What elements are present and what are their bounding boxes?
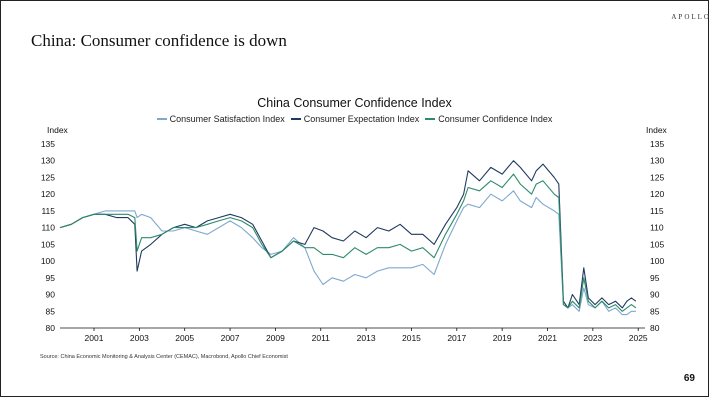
x-tick-label: 2009 <box>266 333 285 343</box>
legend-swatch <box>290 118 301 120</box>
y-tick-label-right: 90 <box>650 290 660 300</box>
series-line-2 <box>59 160 637 309</box>
y-tick-label-left: 125 <box>41 172 55 182</box>
brand-logo: APOLLO <box>671 13 711 21</box>
series-line-3 <box>59 173 637 312</box>
y-axis-left-label: Index <box>47 125 68 135</box>
x-tick-label: 2021 <box>538 333 557 343</box>
x-tick-label: 2007 <box>221 333 240 343</box>
x-tick-label: 2019 <box>493 333 512 343</box>
y-tick-label-right: 110 <box>650 223 664 233</box>
x-tick-label: 2023 <box>583 333 602 343</box>
y-tick-label-right: 120 <box>650 189 664 199</box>
legend-label: Consumer Confidence Index <box>438 114 553 124</box>
y-tick-label-left: 85 <box>46 306 56 316</box>
source-note: Source: China Economic Monitoring & Anal… <box>40 354 288 360</box>
x-tick-label: 2015 <box>402 333 421 343</box>
x-tick-label: 2005 <box>175 333 194 343</box>
y-tick-label-right: 100 <box>650 256 664 266</box>
slide-frame <box>0 0 709 397</box>
y-tick-label-left: 100 <box>41 256 55 266</box>
chart-title: China Consumer Confidence Index <box>257 96 452 110</box>
y-tick-label-left: 80 <box>46 323 56 333</box>
x-tick-label: 2001 <box>85 333 104 343</box>
y-tick-label-left: 105 <box>41 239 55 249</box>
y-tick-label-left: 90 <box>46 290 56 300</box>
legend-label: Consumer Satisfaction Index <box>169 114 285 124</box>
y-tick-label-right: 85 <box>650 306 660 316</box>
page-number: 69 <box>683 373 695 384</box>
y-tick-label-left: 130 <box>41 156 55 166</box>
y-tick-label-left: 120 <box>41 189 55 199</box>
legend-item-confidence: Consumer Confidence Index <box>425 114 552 124</box>
x-tick-label: 2011 <box>312 333 331 343</box>
y-tick-label-left: 115 <box>41 206 55 216</box>
slide-title: China: Consumer confidence is down <box>31 31 287 50</box>
legend-swatch <box>156 118 167 120</box>
y-tick-label-left: 95 <box>46 273 56 283</box>
x-tick-label: 2025 <box>629 333 648 343</box>
legend-item-satisfaction: Consumer Satisfaction Index <box>156 114 285 124</box>
x-tick-label: 2003 <box>130 333 149 343</box>
y-tick-label-left: 110 <box>41 223 55 233</box>
chart-legend: Consumer Satisfaction Index Consumer Exp… <box>0 114 709 124</box>
y-tick-label-right: 95 <box>650 273 660 283</box>
y-tick-label-right: 135 <box>650 139 664 149</box>
y-tick-label-right: 80 <box>650 323 660 333</box>
y-tick-label-right: 115 <box>650 206 664 216</box>
y-tick-label-right: 105 <box>650 239 664 249</box>
y-tick-label-left: 135 <box>41 139 55 149</box>
y-tick-label-right: 125 <box>650 172 664 182</box>
x-tick-label: 2017 <box>447 333 466 343</box>
y-axis-right-label: Index <box>646 125 667 135</box>
x-tick-label: 2013 <box>357 333 376 343</box>
series-line-1 <box>59 190 636 316</box>
legend-swatch <box>425 118 436 120</box>
legend-item-expectation: Consumer Expectation Index <box>290 114 420 124</box>
chart-plot: 80 80 85 85 90 90 95 95 100 100 105 105 110 110 115 115… <box>41 139 665 343</box>
y-tick-label-right: 130 <box>650 156 664 166</box>
legend-label: Consumer Expectation Index <box>303 114 420 124</box>
